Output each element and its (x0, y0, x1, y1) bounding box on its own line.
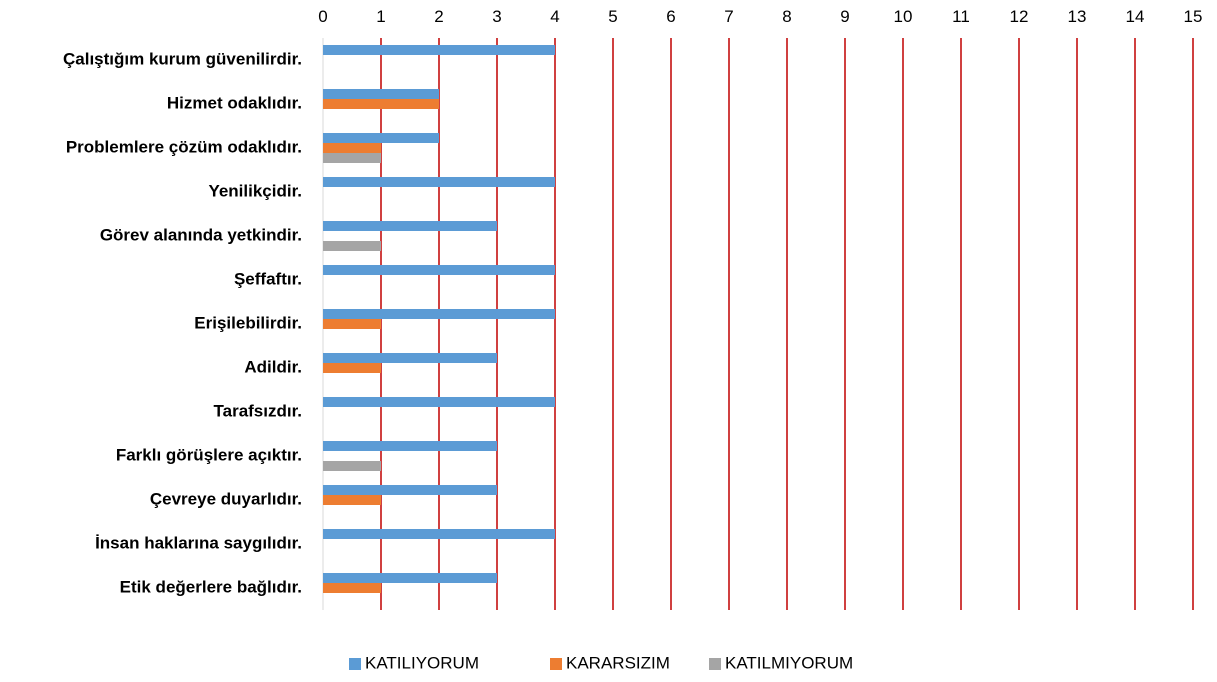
x-tick-label: 7 (724, 7, 733, 26)
category-label: Adildir. (244, 357, 302, 376)
legend-label: KATILMIYORUM (725, 653, 853, 672)
x-tick-label: 15 (1184, 7, 1203, 26)
x-tick-label: 9 (840, 7, 849, 26)
bar-katiliyorum (323, 353, 497, 363)
bar-katilmiyorum (323, 241, 381, 251)
bar-katiliyorum (323, 89, 439, 99)
bar-katiliyorum (323, 309, 555, 319)
bar-kararsizim (323, 363, 381, 373)
category-label: Çevreye duyarlıdır. (150, 489, 302, 508)
legend-swatch (709, 658, 721, 670)
x-tick-label: 8 (782, 7, 791, 26)
bars (323, 45, 555, 593)
category-label: Hizmet odaklıdır. (167, 93, 302, 112)
bar-kararsizim (323, 583, 381, 593)
category-label: Görev alanında yetkindir. (100, 225, 302, 244)
gridlines (322, 38, 1194, 610)
bar-kararsizim (323, 99, 439, 109)
x-tick-label: 10 (894, 7, 913, 26)
category-label: Etik değerlere bağlıdır. (120, 577, 302, 596)
category-label: Problemlere çözüm odaklıdır. (66, 137, 302, 156)
category-label: Tarafsızdır. (214, 401, 303, 420)
category-label: Erişilebilirdir. (194, 313, 302, 332)
legend-label: KARARSIZIM (566, 653, 670, 672)
bar-kararsizim (323, 143, 381, 153)
legend-swatch (349, 658, 361, 670)
bar-katiliyorum (323, 265, 555, 275)
bar-katiliyorum (323, 177, 555, 187)
category-label: Şeffaftır. (234, 269, 302, 288)
x-tick-label: 4 (550, 7, 559, 26)
x-tick-label: 11 (952, 7, 970, 26)
x-tick-label: 2 (434, 7, 443, 26)
x-axis-ticks: 0 1 2 3 4 5 6 7 8 9 10 11 12 13 14 15 (318, 7, 1202, 26)
legend-label: KATILIYORUM (365, 653, 479, 672)
x-tick-label: 12 (1010, 7, 1029, 26)
bar-katiliyorum (323, 221, 497, 231)
bar-katiliyorum (323, 485, 497, 495)
bar-katilmiyorum (323, 153, 381, 163)
x-tick-label: 3 (492, 7, 501, 26)
bar-kararsizim (323, 319, 381, 329)
bar-katiliyorum (323, 529, 555, 539)
bar-katilmiyorum (323, 461, 381, 471)
category-label: İnsan haklarına saygılıdır. (95, 533, 302, 552)
x-tick-label: 0 (318, 7, 327, 26)
x-tick-label: 13 (1068, 7, 1087, 26)
x-tick-label: 6 (666, 7, 675, 26)
category-label: Yenilikçidir. (208, 181, 302, 200)
category-labels: Çalıştığım kurum güvenilirdir. Hizmet oda… (63, 49, 302, 596)
legend: KATILIYORUM KARARSIZIM KATILMIYORUM (349, 653, 853, 672)
bar-kararsizim (323, 495, 381, 505)
bar-katiliyorum (323, 441, 497, 451)
x-tick-label: 1 (376, 7, 385, 26)
legend-swatch (550, 658, 562, 670)
bar-katiliyorum (323, 397, 555, 407)
x-tick-label: 14 (1126, 7, 1145, 26)
bar-katiliyorum (323, 133, 439, 143)
category-label: Farklı görüşlere açıktır. (116, 445, 302, 464)
category-label: Çalıştığım kurum güvenilirdir. (63, 49, 302, 68)
x-tick-label: 5 (608, 7, 617, 26)
bar-katiliyorum (323, 573, 497, 583)
bar-katiliyorum (323, 45, 555, 55)
